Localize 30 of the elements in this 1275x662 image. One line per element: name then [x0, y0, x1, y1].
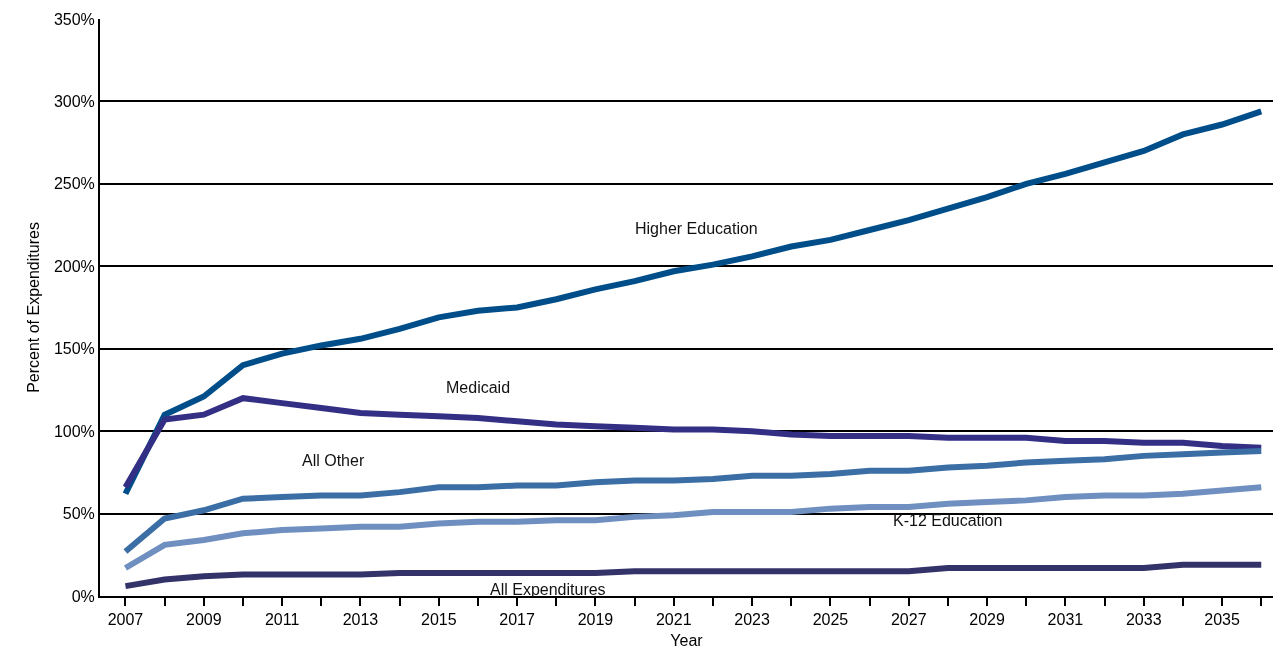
y-axis-title: Percent of Expenditures	[25, 222, 43, 393]
y-tick-label: 300%	[53, 93, 95, 111]
x-tick-label: 2035	[1204, 611, 1240, 629]
y-tick-label: 0%	[71, 587, 95, 605]
x-tick-label: 2031	[1047, 611, 1084, 629]
series-label: Higher Education	[635, 220, 758, 237]
x-tick-label: 2009	[185, 611, 222, 629]
x-tick-label: 2027	[890, 611, 927, 629]
y-tick-label: 50%	[62, 505, 95, 523]
x-tick-label: 2033	[1125, 611, 1162, 629]
x-tick-label: 2013	[342, 611, 379, 629]
series-label: K-12 Education	[893, 512, 1003, 529]
y-tick-label: 250%	[53, 175, 95, 193]
x-tick-label: 2007	[107, 611, 144, 629]
x-tick-label: 2011	[264, 611, 300, 629]
y-tick-label: 350%	[53, 10, 95, 28]
y-tick-label: 100%	[53, 422, 95, 440]
x-tick-label: 2017	[499, 611, 536, 629]
series-label: Medicaid	[446, 379, 511, 396]
x-axis-title: Year	[670, 632, 704, 650]
x-tick-label: 2023	[734, 611, 770, 629]
x-tick-label: 2025	[812, 611, 849, 629]
x-tick-label: 2029	[969, 611, 1005, 629]
y-tick-label: 200%	[53, 257, 95, 275]
x-tick-label: 2021	[655, 611, 692, 629]
series-label: All Expenditures	[490, 581, 606, 598]
x-tick-label: 2019	[577, 611, 614, 629]
y-tick-label: 150%	[53, 340, 95, 358]
x-tick-label: 2015	[420, 611, 457, 629]
series-label: All Other	[302, 452, 365, 469]
